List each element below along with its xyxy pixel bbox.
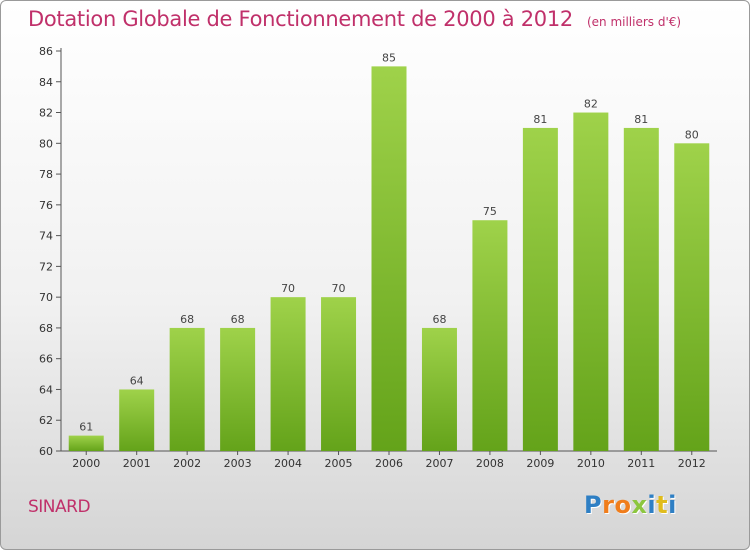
bar-2002 (169, 327, 205, 451)
bar-2007 (421, 327, 457, 451)
chart-data-labels: 61 64 68 68 70 70 85 68 75 81 82 81 80 (79, 51, 699, 433)
x-tick-label: 2004 (274, 457, 302, 470)
data-label-2000: 61 (79, 421, 93, 434)
logo-letter: o (614, 491, 632, 519)
bar-2008 (472, 220, 508, 451)
y-tick-label: 74 (39, 230, 53, 243)
data-label-2002: 68 (180, 313, 194, 326)
x-tick-label: 2002 (173, 457, 201, 470)
logo-letter: i (668, 491, 677, 519)
data-label-2009: 81 (533, 113, 547, 126)
chart-unit-note: (en milliers d'€) (586, 15, 682, 29)
x-tick-label: 2010 (577, 457, 605, 470)
data-label-2004: 70 (281, 282, 295, 295)
y-tick-label: 72 (39, 260, 53, 273)
bar-2011 (623, 127, 659, 451)
data-label-2003: 68 (231, 313, 245, 326)
bar-2001 (119, 389, 155, 451)
logo-letter: i (647, 491, 657, 519)
y-tick-label: 84 (39, 76, 53, 89)
x-tick-label: 2000 (72, 457, 100, 470)
y-tick-label: 86 (39, 45, 53, 58)
chart-bars (68, 66, 710, 452)
logo-letter: x (631, 491, 648, 519)
y-tick-label: 60 (39, 445, 53, 458)
x-tick-label: 2005 (325, 457, 353, 470)
data-label-2010: 82 (584, 98, 598, 111)
data-label-2012: 80 (685, 128, 699, 141)
x-tick-label: 2007 (425, 457, 453, 470)
y-tick-label: 78 (39, 168, 53, 181)
bar-2005 (321, 297, 357, 451)
bar-2006 (371, 66, 407, 451)
y-tick-label: 66 (39, 353, 53, 366)
x-tick-label: 2008 (476, 457, 504, 470)
bar-2003 (220, 327, 256, 451)
bar-2012 (674, 143, 710, 452)
x-tick-label: 2009 (526, 457, 554, 470)
y-tick-label: 68 (39, 322, 53, 335)
bar-2004 (270, 297, 306, 451)
data-label-2006: 85 (382, 51, 396, 64)
chart-axes: 60 62 64 66 68 70 72 74 76 78 80 82 84 86 2000 2001 2002… (39, 45, 717, 470)
data-label-2001: 64 (130, 374, 144, 387)
bar-2010 (573, 112, 609, 452)
data-label-2008: 75 (483, 205, 497, 218)
bar-2009 (522, 127, 558, 451)
commune-name: SINARD (28, 497, 91, 517)
x-tick-label: 2001 (123, 457, 151, 470)
data-label-2005: 70 (332, 282, 346, 295)
proxiti-logo: Proxiti (584, 491, 677, 519)
x-tick-label: 2006 (375, 457, 403, 470)
data-label-2007: 68 (432, 313, 446, 326)
logo-letter: r (602, 491, 615, 519)
y-tick-label: 70 (39, 291, 53, 304)
x-tick-label: 2003 (224, 457, 252, 470)
data-label-2011: 81 (634, 113, 648, 126)
y-tick-label: 80 (39, 137, 53, 150)
chart-title-text: Dotation Globale de Fonctionnement de 20… (28, 7, 573, 31)
y-tick-label: 76 (39, 199, 53, 212)
chart-title: Dotation Globale de Fonctionnement de 20… (28, 7, 681, 31)
y-tick-label: 64 (39, 383, 53, 396)
y-tick-label: 82 (39, 107, 53, 120)
y-tick-label: 62 (39, 414, 53, 427)
x-tick-label: 2011 (627, 457, 655, 470)
logo-letter: P (584, 491, 603, 519)
logo-letter: t (656, 491, 669, 519)
bar-2000 (68, 435, 104, 451)
x-tick-label: 2012 (678, 457, 706, 470)
